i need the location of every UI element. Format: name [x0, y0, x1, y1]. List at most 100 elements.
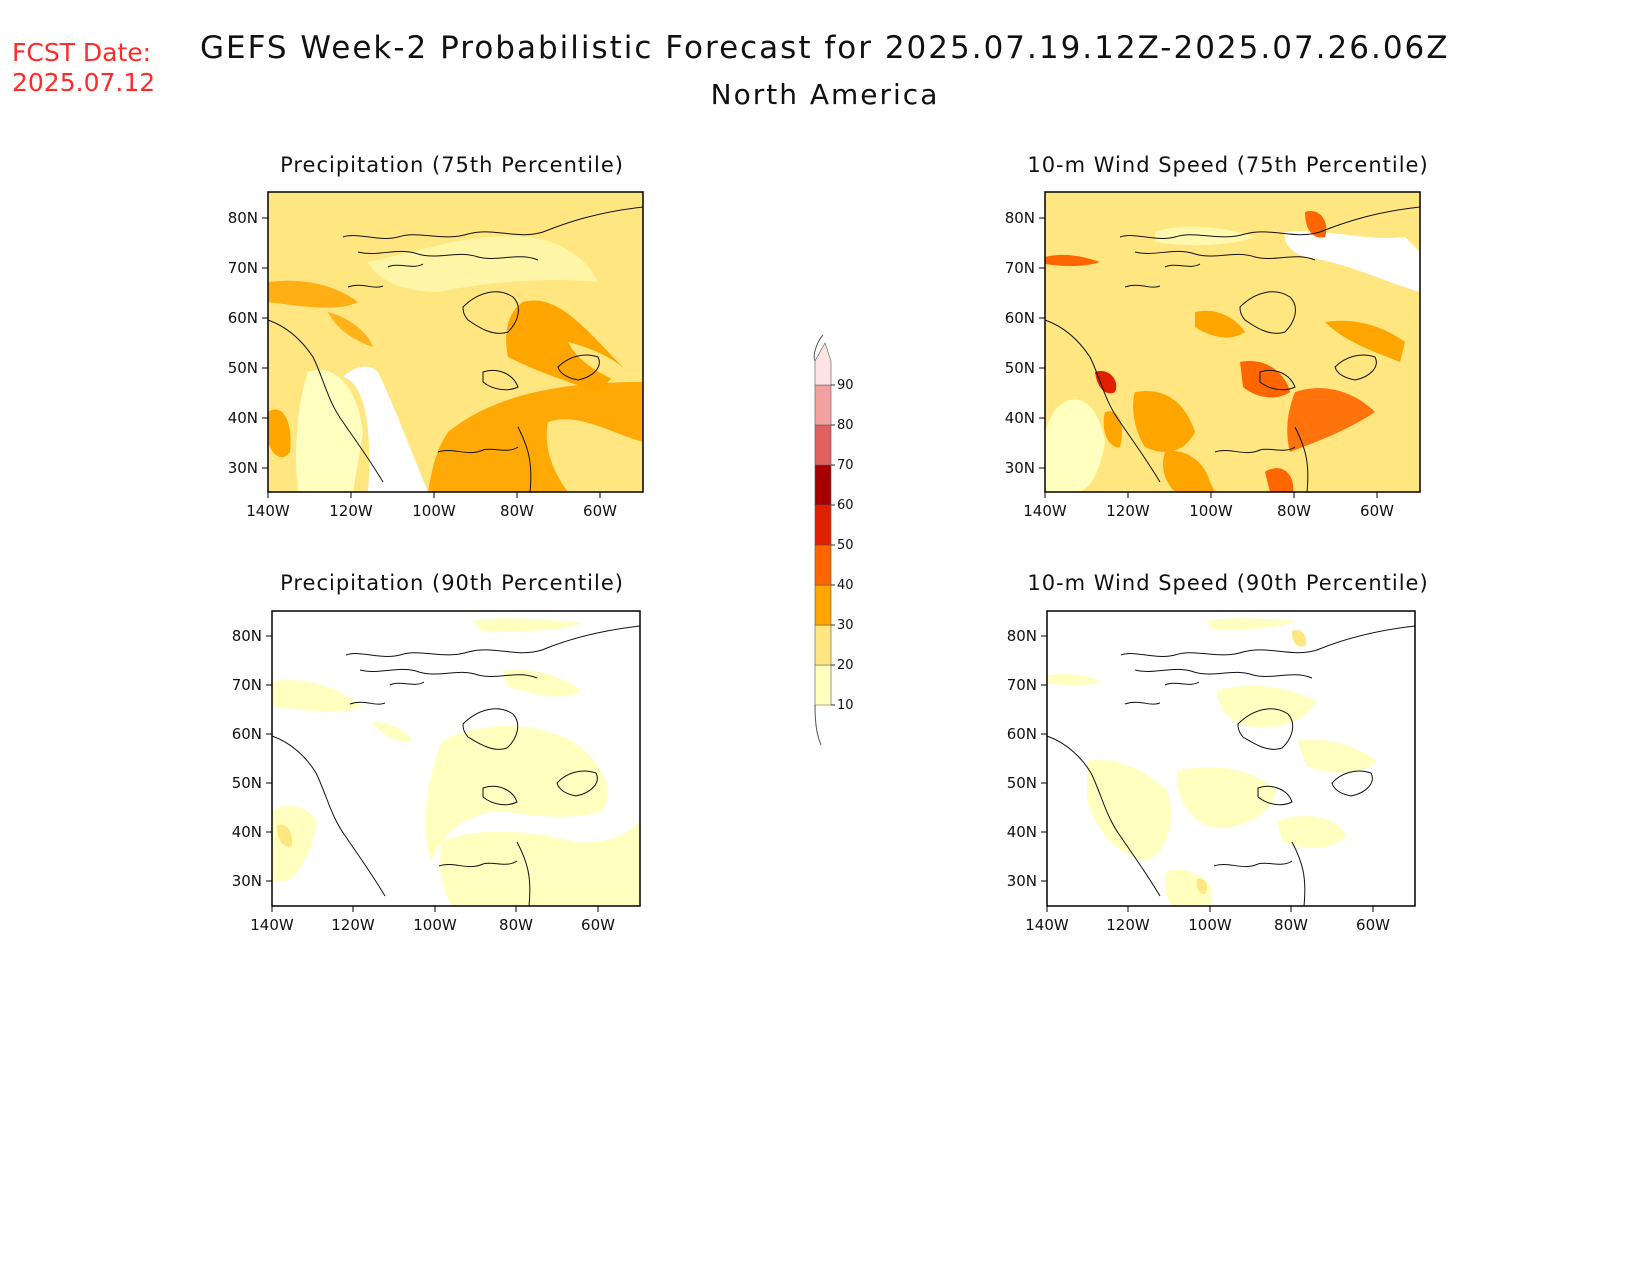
lon-tick-label: 60W [581, 916, 615, 934]
colorbar-swatch [814, 504, 832, 546]
lon-tick-label: 120W [331, 916, 375, 934]
fill-layer [1045, 192, 1420, 492]
colorbar-level-label: 10 [837, 698, 854, 713]
map-frame [1046, 610, 1416, 907]
lon-tick-label: 80W [500, 502, 534, 520]
lon-tick-label: 100W [1188, 916, 1232, 934]
lat-tick-label: 40N [1005, 409, 1035, 427]
lon-tick-label: 100W [413, 916, 457, 934]
colorbar-level-label: 70 [837, 458, 854, 473]
lat-tick-label: 30N [1007, 872, 1037, 890]
colorbar-swatch [814, 584, 832, 626]
lon-tick-label: 80W [499, 916, 533, 934]
lat-axis: 80N 70N 60N 50N 40N 30N [1007, 627, 1047, 890]
lat-tick-label: 80N [232, 627, 262, 645]
panel-title-precip-75: Precipitation (75th Percentile) [280, 153, 624, 177]
lat-tick-label: 70N [232, 676, 262, 694]
lat-tick-label: 60N [232, 725, 262, 743]
colorbar: 10 20 30 40 50 60 70 80 90 [813, 334, 854, 746]
colorbar-swatch [814, 464, 832, 506]
lat-tick-label: 40N [228, 409, 258, 427]
map-wind-90: 140W 120W 100W 80W 60W 80N 70N 60N 50N 4… [1007, 610, 1416, 934]
colorbar-level-label: 20 [837, 658, 854, 673]
lat-tick-label: 40N [1007, 823, 1037, 841]
lon-tick-label: 60W [1360, 502, 1394, 520]
lat-tick-label: 80N [228, 209, 258, 227]
page-title: GEFS Week-2 Probabilistic Forecast for 2… [200, 30, 1450, 66]
fill-layer [272, 611, 640, 906]
colorbar-level-label: 40 [837, 578, 854, 593]
coastline-layer [267, 206, 644, 493]
lon-tick-label: 100W [1189, 502, 1233, 520]
colorbar-level-label: 60 [837, 498, 854, 513]
coastline-layer [271, 625, 641, 907]
panel-title-wind-90: 10-m Wind Speed (90th Percentile) [1027, 571, 1429, 595]
colorbar-swatches [813, 334, 832, 746]
fill-layer [268, 192, 643, 492]
lat-tick-label: 30N [1005, 459, 1035, 477]
map-wind-75: 140W 120W 100W 80W 60W 80N 70N 60N 50N 4… [1005, 191, 1421, 520]
lon-tick-label: 140W [250, 916, 294, 934]
colorbar-level-label: 30 [837, 618, 854, 633]
colorbar-swatch [814, 342, 832, 386]
lon-axis: 140W 120W 100W 80W 60W [250, 906, 615, 934]
lat-tick-label: 80N [1005, 209, 1035, 227]
map-frame [271, 610, 641, 907]
lat-tick-label: 50N [1007, 774, 1037, 792]
lat-tick-label: 50N [232, 774, 262, 792]
lat-tick-label: 30N [232, 872, 262, 890]
lat-axis: 80N 70N 60N 50N 40N 30N [232, 627, 272, 890]
lon-axis: 140W 120W 100W 80W 60W [1025, 906, 1390, 934]
lon-tick-label: 80W [1274, 916, 1308, 934]
lat-tick-label: 60N [228, 309, 258, 327]
lon-tick-label: 140W [1025, 916, 1069, 934]
lon-tick-label: 120W [1106, 502, 1150, 520]
coastline-layer [1044, 206, 1421, 493]
colorbar-cap-top [813, 334, 824, 362]
lat-axis: 80N 70N 60N 50N 40N 30N [1005, 209, 1045, 477]
colorbar-swatch [814, 424, 832, 466]
panel-title-precip-90: Precipitation (90th Percentile) [280, 571, 624, 595]
lat-tick-label: 70N [228, 259, 258, 277]
colorbar-labels: 10 20 30 40 50 60 70 80 90 [831, 378, 854, 713]
colorbar-level-label: 50 [837, 538, 854, 553]
lon-tick-label: 80W [1277, 502, 1311, 520]
region-subtitle: North America [710, 78, 940, 111]
forecast-date-block: FCST Date: 2025.07.12 [12, 38, 155, 98]
colorbar-swatch [814, 624, 832, 666]
lat-tick-label: 30N [228, 459, 258, 477]
map-precip-90: 140W 120W 100W 80W 60W 80N 70N 60N 50N 4… [232, 610, 641, 934]
map-frame [1044, 191, 1421, 493]
lon-tick-label: 120W [1106, 916, 1150, 934]
lat-tick-label: 50N [1005, 359, 1035, 377]
colorbar-swatch [814, 544, 832, 586]
coastline-layer [1046, 625, 1416, 907]
lat-axis: 80N 70N 60N 50N 40N 30N [228, 209, 268, 477]
lat-tick-label: 80N [1007, 627, 1037, 645]
forecast-date-value: 2025.07.12 [12, 68, 156, 97]
lon-tick-label: 140W [1023, 502, 1067, 520]
lat-tick-label: 60N [1005, 309, 1035, 327]
fill-layer [1047, 611, 1415, 906]
lon-axis: 140W 120W 100W 80W 60W [246, 492, 617, 520]
colorbar-level-label: 90 [837, 378, 854, 393]
lon-tick-label: 120W [329, 502, 373, 520]
panel-title-wind-75: 10-m Wind Speed (75th Percentile) [1027, 153, 1429, 177]
colorbar-swatch [814, 664, 832, 706]
lon-tick-label: 100W [412, 502, 456, 520]
colorbar-cap-bottom [814, 704, 822, 746]
lat-tick-label: 40N [232, 823, 262, 841]
forecast-date-label: FCST Date: [12, 38, 152, 67]
map-precip-75: 140W 120W 100W 80W 60W 80N 70N 60N 50N 4… [228, 191, 644, 520]
lat-tick-label: 60N [1007, 725, 1037, 743]
lat-tick-label: 70N [1007, 676, 1037, 694]
colorbar-level-label: 80 [837, 418, 854, 433]
lat-tick-label: 50N [228, 359, 258, 377]
colorbar-swatch [814, 384, 832, 426]
lon-tick-label: 140W [246, 502, 290, 520]
lon-axis: 140W 120W 100W 80W 60W [1023, 492, 1394, 520]
lon-tick-label: 60W [1356, 916, 1390, 934]
lon-tick-label: 60W [583, 502, 617, 520]
lat-tick-label: 70N [1005, 259, 1035, 277]
map-frame [267, 191, 644, 493]
